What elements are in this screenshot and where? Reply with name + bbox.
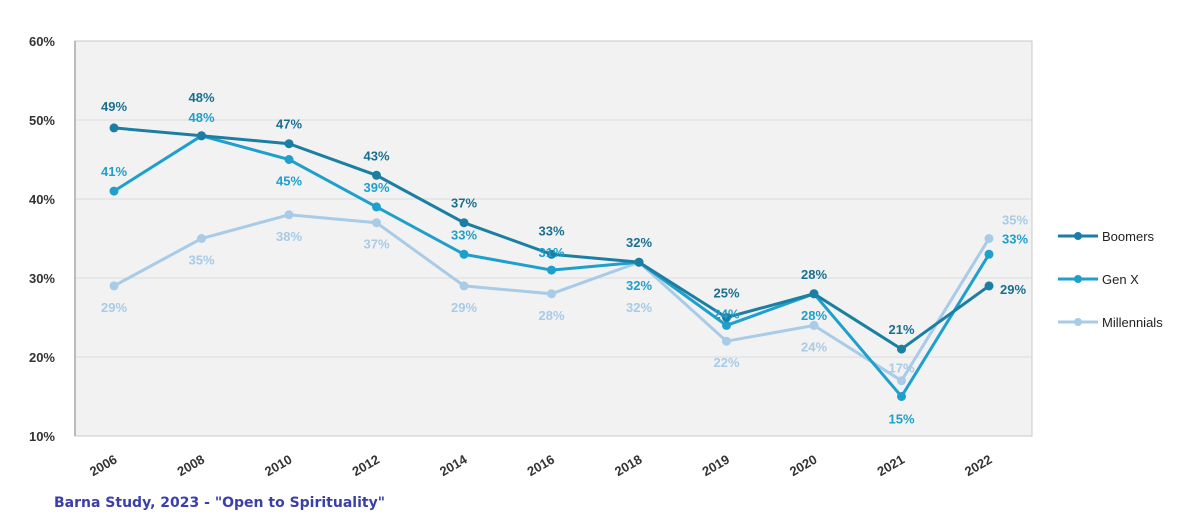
data-label: 28% bbox=[801, 308, 827, 323]
data-label: 48% bbox=[188, 90, 214, 105]
data-label: 49% bbox=[101, 99, 127, 114]
data-point bbox=[984, 234, 994, 243]
x-tick-label: 2012 bbox=[349, 452, 382, 479]
x-tick-label: 2018 bbox=[612, 452, 645, 479]
data-label: 15% bbox=[888, 412, 914, 427]
data-label: 43% bbox=[363, 148, 389, 163]
data-point bbox=[459, 218, 469, 228]
data-point bbox=[722, 336, 731, 346]
plot-area bbox=[74, 40, 1033, 437]
data-point bbox=[809, 320, 819, 330]
legend-label: Gen X bbox=[1102, 272, 1139, 287]
data-label: 24% bbox=[713, 306, 739, 321]
data-label: 37% bbox=[451, 196, 477, 211]
data-point bbox=[197, 234, 206, 243]
data-point bbox=[197, 131, 206, 141]
data-point bbox=[722, 320, 731, 330]
data-point bbox=[547, 265, 556, 275]
data-label: 29% bbox=[101, 300, 127, 315]
x-tick-label: 2022 bbox=[962, 452, 995, 479]
legend-marker bbox=[1074, 275, 1082, 283]
data-point bbox=[459, 281, 469, 291]
data-label: 48% bbox=[188, 110, 214, 125]
data-label: 45% bbox=[276, 174, 302, 189]
data-label: 24% bbox=[801, 339, 827, 354]
data-point bbox=[109, 123, 119, 133]
x-tick-label: 2016 bbox=[524, 452, 557, 479]
data-label: 37% bbox=[363, 237, 389, 252]
data-label: 29% bbox=[1000, 282, 1026, 297]
data-label: 41% bbox=[101, 164, 127, 179]
data-label: 29% bbox=[451, 300, 477, 315]
y-tick-label: 40% bbox=[29, 192, 55, 207]
data-point bbox=[372, 170, 381, 180]
data-point bbox=[984, 281, 994, 291]
data-label: 17% bbox=[888, 361, 914, 376]
data-label: 38% bbox=[276, 229, 302, 244]
data-point bbox=[634, 257, 644, 267]
x-tick-label: 2019 bbox=[699, 452, 732, 479]
data-label: 32% bbox=[626, 278, 652, 293]
legend-label: Boomers bbox=[1102, 229, 1155, 244]
x-tick-label: 2008 bbox=[174, 452, 207, 479]
y-tick-label: 10% bbox=[29, 429, 55, 444]
data-label: 28% bbox=[538, 308, 564, 323]
data-point bbox=[547, 249, 556, 259]
legend-marker bbox=[1074, 232, 1082, 240]
data-point bbox=[897, 392, 906, 401]
y-tick-label: 30% bbox=[29, 271, 55, 286]
x-tick-label: 2006 bbox=[87, 452, 120, 479]
data-point bbox=[284, 139, 294, 149]
data-point bbox=[109, 281, 119, 291]
data-point bbox=[547, 289, 556, 299]
data-label: 25% bbox=[713, 286, 739, 301]
data-label: 35% bbox=[1002, 213, 1028, 228]
y-tick-label: 50% bbox=[29, 113, 55, 128]
data-label: 33% bbox=[1002, 231, 1028, 246]
data-label: 32% bbox=[626, 235, 652, 250]
data-point bbox=[372, 202, 381, 212]
data-label: 33% bbox=[451, 227, 477, 242]
data-label: 31% bbox=[538, 245, 564, 260]
x-tick-label: 2010 bbox=[262, 452, 295, 479]
legend-marker bbox=[1074, 318, 1082, 326]
data-label: 35% bbox=[188, 253, 214, 268]
x-tick-label: 2014 bbox=[437, 451, 470, 479]
data-label: 28% bbox=[801, 267, 827, 282]
data-point bbox=[722, 313, 731, 322]
data-point bbox=[284, 155, 294, 164]
y-tick-label: 60% bbox=[29, 34, 55, 49]
data-label: 33% bbox=[538, 223, 564, 238]
data-label: 39% bbox=[363, 180, 389, 195]
data-label: 21% bbox=[888, 322, 914, 337]
data-label: 22% bbox=[713, 355, 739, 370]
data-point bbox=[372, 218, 381, 228]
data-point bbox=[109, 186, 119, 196]
data-point bbox=[284, 210, 294, 220]
data-label: 32% bbox=[626, 300, 652, 315]
data-point bbox=[897, 376, 906, 386]
data-point bbox=[459, 249, 469, 259]
footnote: Barna Study, 2023 - "Open to Spiritualit… bbox=[54, 495, 385, 511]
data-point bbox=[897, 344, 906, 354]
y-tick-label: 20% bbox=[29, 350, 55, 365]
x-tick-label: 2020 bbox=[787, 452, 820, 479]
x-tick-label: 2021 bbox=[874, 452, 907, 479]
data-label: 47% bbox=[276, 117, 302, 132]
data-point bbox=[809, 289, 819, 299]
data-point bbox=[984, 249, 994, 259]
legend-label: Millennials bbox=[1102, 315, 1163, 330]
